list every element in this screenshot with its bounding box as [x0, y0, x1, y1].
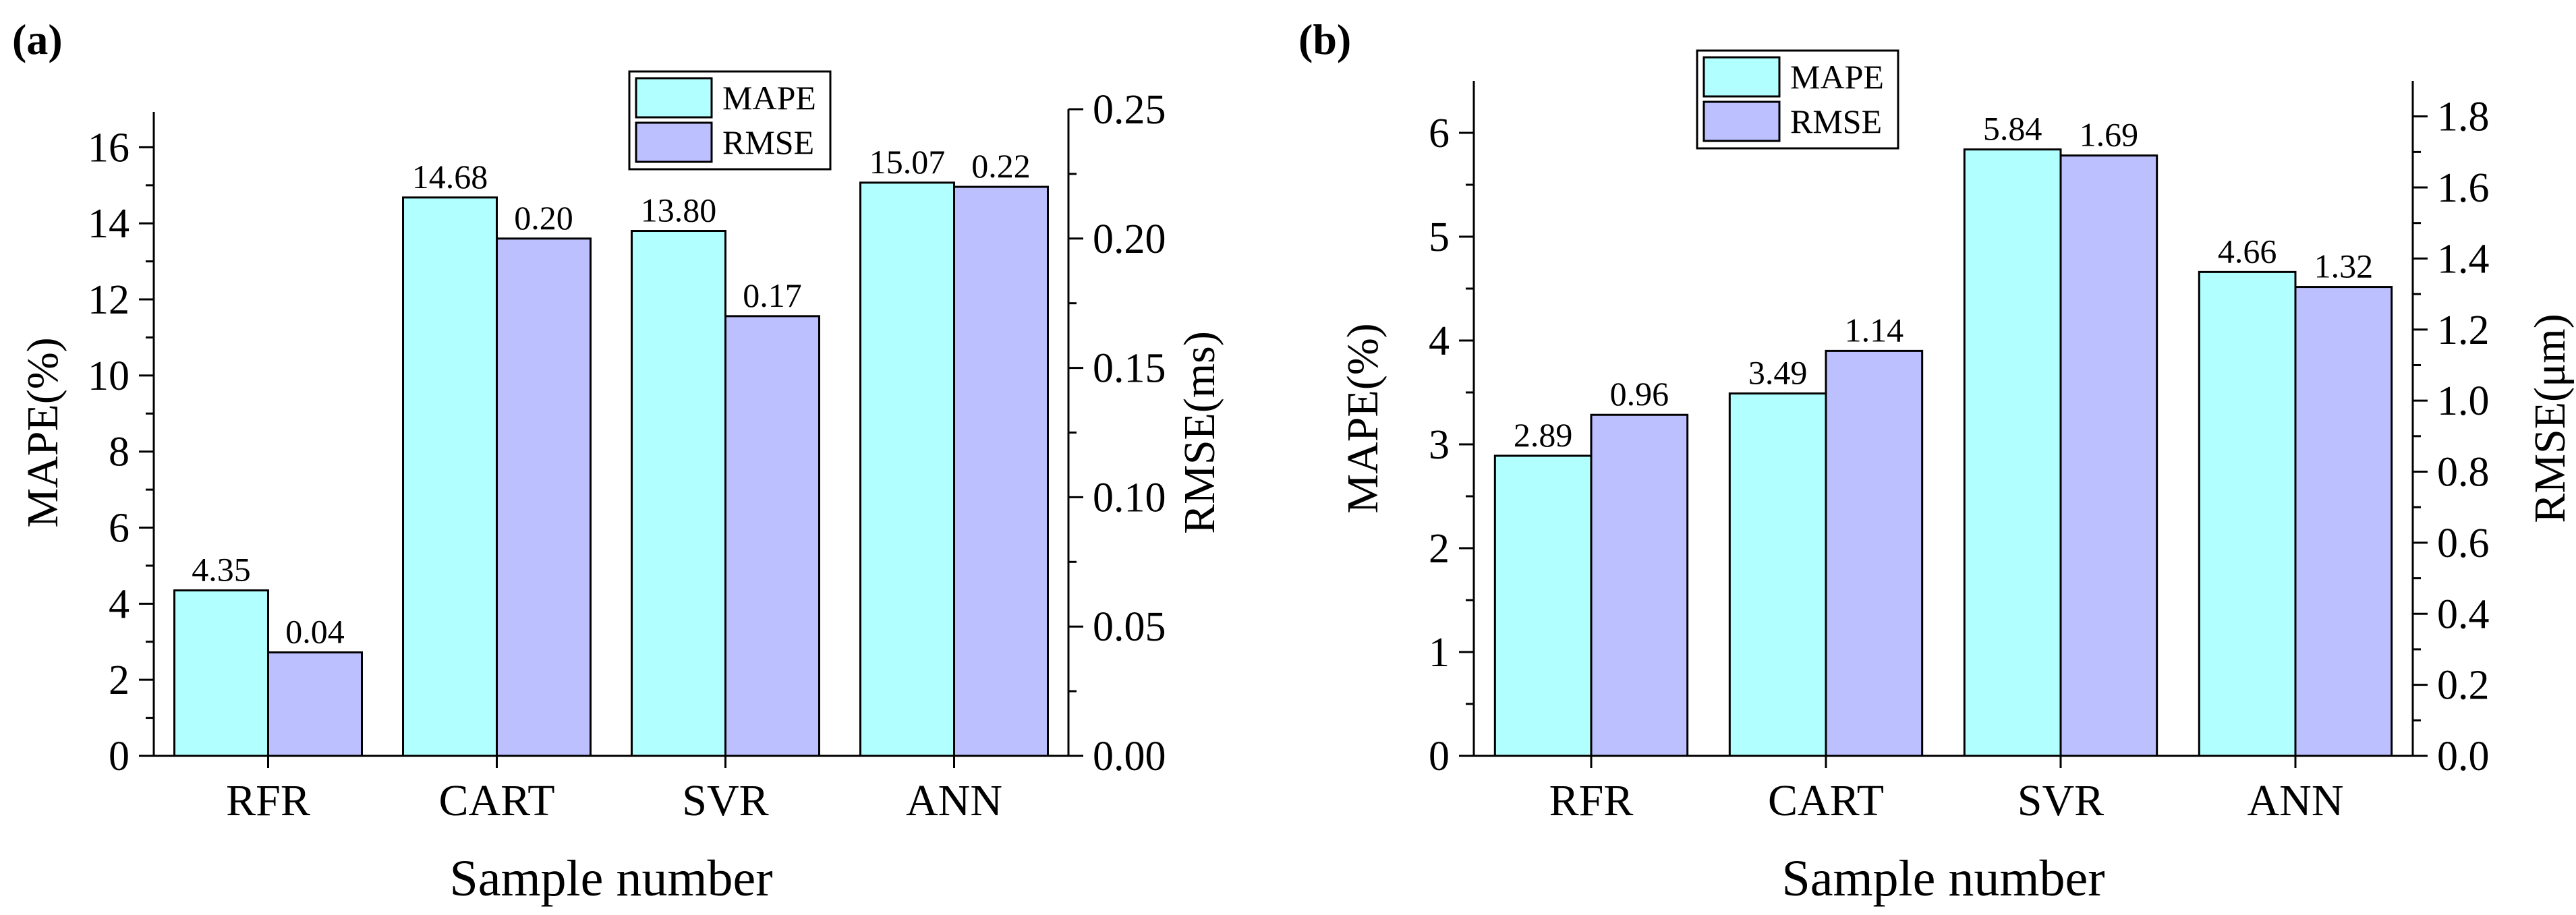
data-label-mape-rfr: 2.89: [1514, 416, 1573, 454]
y-right-tick-label: 0.05: [1093, 604, 1166, 650]
x-tick-label-cart: CART: [1768, 776, 1884, 825]
bar-rmse-svr: [2059, 154, 2158, 757]
y-left-tick-label: 16: [88, 125, 130, 171]
data-label-mape-ann: 4.66: [2218, 232, 2277, 270]
x-tick-label-svr: SVR: [2017, 776, 2104, 825]
y-right-tick-label: 1.2: [2437, 307, 2490, 353]
bar-rmse-svr: [724, 315, 820, 757]
y-left-tick-label: 6: [1429, 111, 1450, 156]
y-right-tick-label: 0.6: [2437, 521, 2490, 566]
x-axis-title: Sample number: [449, 850, 772, 907]
bar-rmse-cart: [1825, 349, 1924, 757]
y-left-tick-label: 10: [88, 353, 130, 399]
x-tick-label-ann: ANN: [2248, 776, 2344, 825]
bar-rmse-ann: [953, 185, 1049, 757]
y-right-tick-label: 0.0: [2437, 734, 2490, 779]
bar-mape-svr: [1963, 148, 2062, 757]
data-label-mape-ann: 15.07: [869, 143, 946, 181]
y-right-tick-label: 1.0: [2437, 378, 2490, 424]
x-tick-label-svr: SVR: [682, 776, 768, 825]
data-label-mape-cart: 3.49: [1748, 354, 1808, 392]
x-tick-label-rfr: RFR: [1549, 776, 1634, 825]
y-left-tick-label: 12: [88, 277, 130, 323]
legend-swatch-mape: [1702, 56, 1781, 98]
bar-rmse-ann: [2294, 286, 2393, 757]
y-left-tick-label: 1: [1429, 630, 1450, 676]
data-label-rmse-svr: 0.17: [743, 276, 802, 314]
y-right-tick-label: 0.2: [2437, 663, 2490, 709]
y-left-tick-label: 5: [1429, 214, 1450, 260]
y-left-tick-label: 0: [109, 734, 130, 779]
y-axis-right-title: RMSE(μm): [2525, 314, 2575, 523]
y-left-tick-label: 14: [88, 201, 130, 247]
legend-swatch-mape: [635, 77, 713, 119]
y-left-tick-label: 0: [1429, 734, 1450, 779]
legend-label-rmse: RMSE: [1790, 102, 1882, 140]
legend-label-rmse: RMSE: [722, 123, 814, 161]
y-left-tick-label: 6: [109, 506, 130, 552]
y-right-tick-label: 0.8: [2437, 450, 2490, 496]
legend-label-mape: MAPE: [1790, 58, 1884, 96]
y-left-tick-label: 2: [109, 657, 130, 703]
data-label-rmse-rfr: 0.96: [1610, 375, 1669, 413]
y-left-tick-label: 2: [1429, 526, 1450, 572]
x-tick-label-cart: CART: [438, 776, 554, 825]
y-right-tick-label: 0.00: [1093, 734, 1166, 779]
y-right-tick-label: 0.15: [1093, 346, 1166, 392]
bar-rmse-cart: [496, 237, 592, 757]
panel-label: (b): [1298, 16, 1351, 63]
chart-panel-0: (a) 4.35 0.04 RFR 14.68 0.20 CART 13.80 0.17 SVR 1…: [12, 16, 1224, 907]
data-label-mape-rfr: 4.35: [192, 551, 251, 589]
y-axis-left-title: MAPE(%): [18, 337, 67, 527]
data-label-rmse-svr: 1.69: [2080, 116, 2139, 154]
data-label-rmse-rfr: 0.04: [285, 613, 345, 651]
bar-mape-rfr: [1493, 454, 1593, 757]
y-axis-right-title: RMSE(ms): [1175, 331, 1224, 534]
data-label-rmse-cart: 1.14: [1845, 311, 1904, 349]
y-right-tick-label: 1.8: [2437, 94, 2490, 140]
legend-swatch-rmse: [1702, 100, 1781, 142]
bar-mape-rfr: [173, 589, 270, 757]
x-tick-label-rfr: RFR: [226, 776, 310, 825]
data-label-mape-cart: 14.68: [412, 158, 488, 196]
y-right-tick-label: 0.20: [1093, 216, 1166, 262]
bar-mape-cart: [402, 196, 498, 757]
panel-label: (a): [12, 16, 63, 63]
bar-mape-ann: [2198, 270, 2297, 757]
chart-panel-1: (b) 2.89 0.96 RFR 3.49 1.14 CART 5.84 1.69 SVR 4.6…: [1298, 16, 2575, 907]
bar-mape-ann: [859, 181, 956, 757]
y-axis-left-title: MAPE(%): [1338, 323, 1387, 513]
legend-swatch-rmse: [635, 121, 713, 163]
y-right-tick-label: 1.4: [2437, 236, 2490, 282]
bar-mape-cart: [1728, 392, 1827, 757]
data-label-rmse-ann: 0.22: [971, 147, 1031, 185]
bar-mape-svr: [631, 230, 727, 757]
y-right-tick-label: 0.4: [2437, 591, 2490, 637]
x-axis-title: Sample number: [1781, 850, 2105, 907]
bar-rmse-rfr: [267, 651, 363, 757]
y-right-tick-label: 0.25: [1093, 87, 1166, 133]
y-left-tick-label: 8: [109, 430, 130, 475]
data-label-rmse-ann: 1.32: [2314, 247, 2374, 285]
y-left-tick-label: 3: [1429, 422, 1450, 468]
y-right-tick-label: 0.10: [1093, 475, 1166, 521]
x-tick-label-ann: ANN: [906, 776, 1002, 825]
y-left-tick-label: 4: [109, 581, 130, 627]
bar-rmse-rfr: [1590, 413, 1689, 757]
y-right-tick-label: 1.6: [2437, 165, 2490, 211]
legend-label-mape: MAPE: [722, 79, 816, 117]
data-label-mape-svr: 5.84: [1983, 110, 2042, 148]
y-left-tick-label: 4: [1429, 318, 1450, 364]
data-label-mape-svr: 13.80: [641, 191, 717, 229]
data-label-rmse-cart: 0.20: [514, 199, 573, 237]
